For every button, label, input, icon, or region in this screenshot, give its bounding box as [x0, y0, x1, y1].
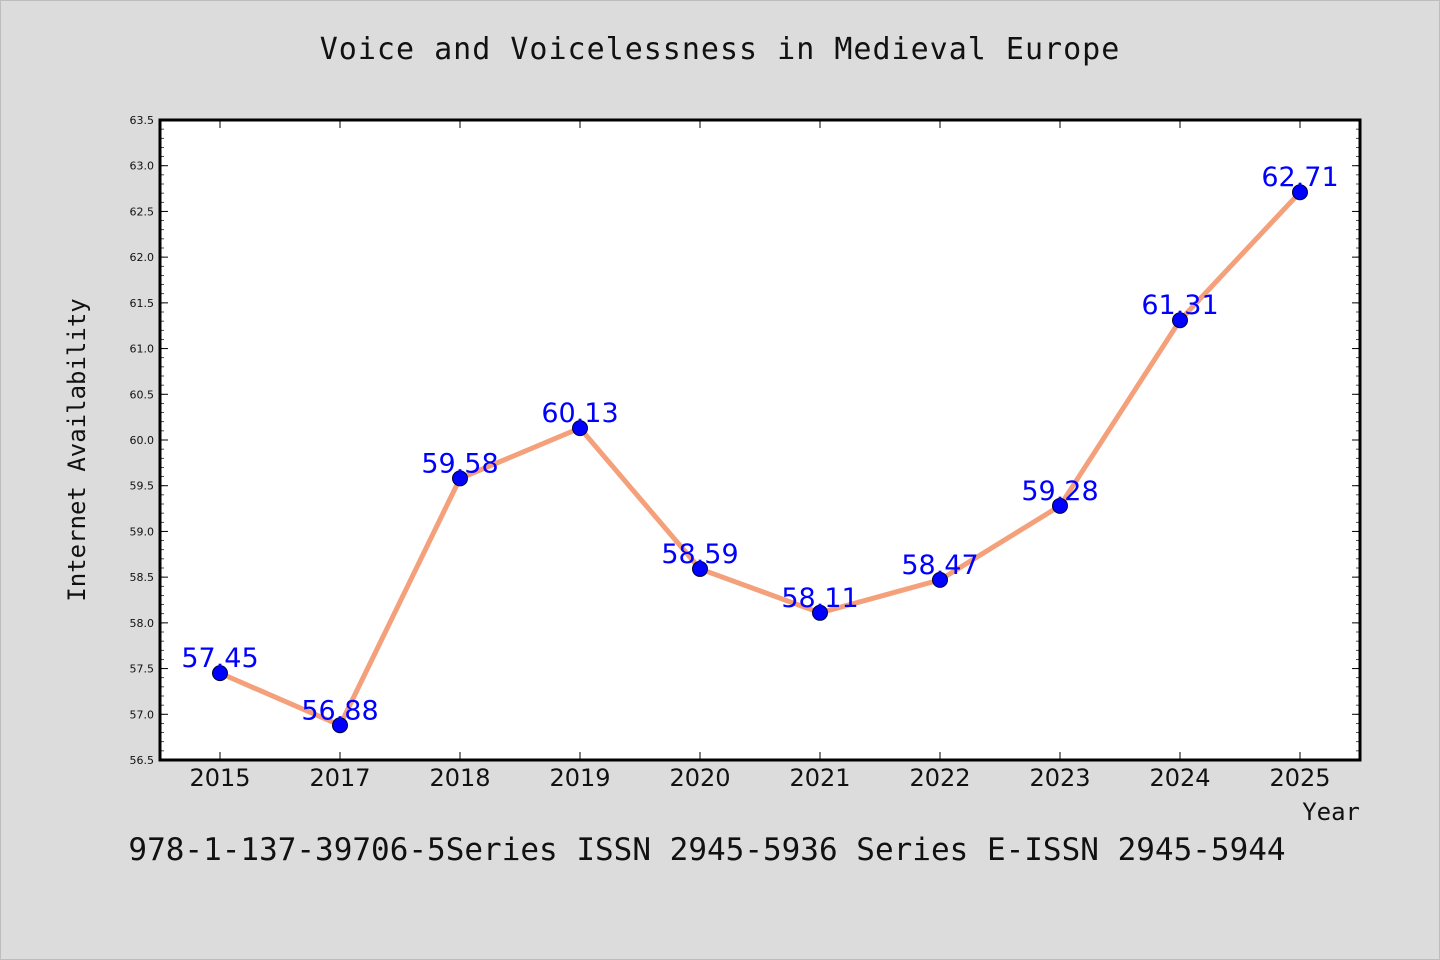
data-label: 57.45	[181, 643, 258, 674]
x-axis: 2015 2017 2018 2019 2020 2021 2022 2023 2024 2025	[189, 120, 1331, 792]
series-group	[212, 184, 1308, 734]
data-point	[332, 717, 348, 734]
data-label: 58.47	[901, 550, 978, 581]
y-tick-label: 60.5	[130, 388, 155, 401]
data-label: 61.31	[1141, 290, 1218, 321]
data-label: 58.59	[661, 539, 738, 570]
y-tick-label: 63.0	[130, 160, 155, 173]
x-tick-label: 2025	[1269, 764, 1330, 792]
data-label: 58.11	[781, 583, 858, 614]
y-tick-label: 59.0	[130, 525, 155, 538]
y-tick-label: 62.5	[130, 205, 155, 218]
data-label: 59.28	[1021, 476, 1098, 507]
y-axis: 56.5 57.0 57.5 58.0 58.5 59.0 59.5 60.0 60.5 61.0…	[130, 114, 1360, 767]
data-label: 62.71	[1261, 162, 1338, 193]
data-point	[1172, 312, 1188, 329]
x-tick-label: 2023	[1029, 764, 1090, 792]
y-tick-label: 58.5	[130, 571, 155, 584]
plot-area	[158, 118, 1362, 762]
y-tick-label: 61.0	[130, 343, 155, 356]
data-labels-group: 57.45 56.88 59.58 60.13 58.59 58.11 58.47 59.28…	[181, 162, 1338, 726]
x-tick-label: 2017	[309, 764, 370, 792]
y-tick-label: 58.0	[130, 617, 155, 630]
y-axis-title: Internet Availability	[63, 298, 91, 601]
data-label: 59.58	[421, 448, 498, 479]
data-label: 60.13	[541, 398, 618, 429]
data-point	[1052, 497, 1068, 514]
series-line	[219, 190, 1302, 728]
y-tick-label: 63.5	[130, 114, 155, 127]
x-tick-label: 2015	[189, 764, 250, 792]
footer-isbn-issn: 978-1-137-39706-5Series ISSN 2945-5936 S…	[128, 832, 1286, 868]
y-tick-label: 56.5	[130, 754, 155, 767]
x-tick-label: 2021	[789, 764, 850, 792]
data-point	[812, 604, 828, 621]
data-point	[452, 470, 468, 487]
data-point	[572, 420, 588, 437]
x-tick-label: 2022	[909, 764, 970, 792]
data-point	[932, 571, 948, 588]
chart-title: Voice and Voicelessness in Medieval Euro…	[319, 32, 1121, 67]
x-tick-label: 2024	[1149, 764, 1210, 792]
y-tick-label: 62.0	[130, 251, 155, 264]
y-tick-label: 60.0	[130, 434, 155, 447]
x-tick-label: 2019	[549, 764, 610, 792]
x-axis-title: Year	[1302, 798, 1360, 826]
data-point	[1292, 184, 1308, 201]
x-tick-label: 2020	[669, 764, 730, 792]
data-point	[692, 560, 708, 577]
x-tick-label: 2018	[429, 764, 490, 792]
y-tick-label: 57.5	[130, 663, 155, 676]
y-tick-label: 61.5	[130, 297, 155, 310]
y-tick-label: 59.5	[130, 480, 155, 493]
y-tick-label: 57.0	[130, 708, 155, 721]
data-label: 56.88	[301, 695, 378, 726]
data-point	[212, 665, 228, 682]
